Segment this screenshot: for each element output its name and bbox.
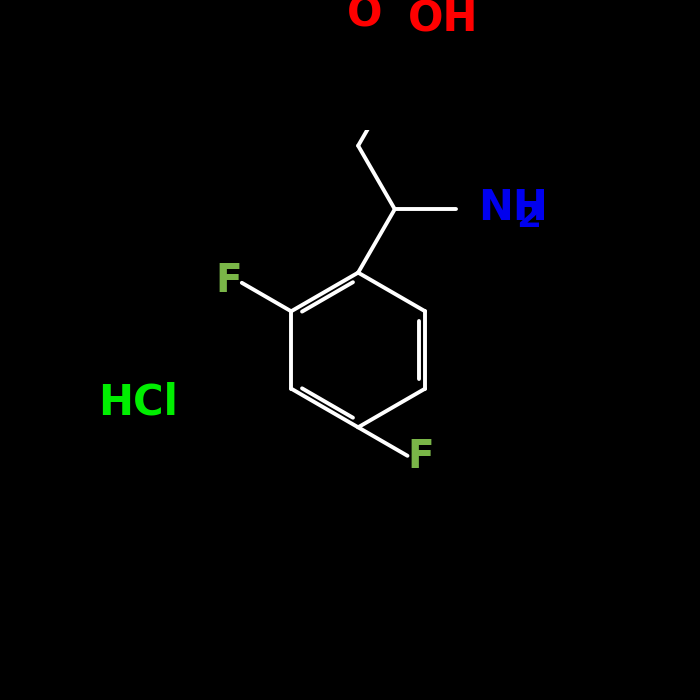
Text: HCl: HCl — [99, 382, 178, 424]
Text: O: O — [346, 0, 382, 36]
Text: NH: NH — [479, 187, 549, 229]
Text: F: F — [216, 262, 242, 300]
Text: OH: OH — [408, 0, 479, 41]
Text: 2: 2 — [516, 199, 541, 234]
Text: F: F — [407, 438, 434, 477]
